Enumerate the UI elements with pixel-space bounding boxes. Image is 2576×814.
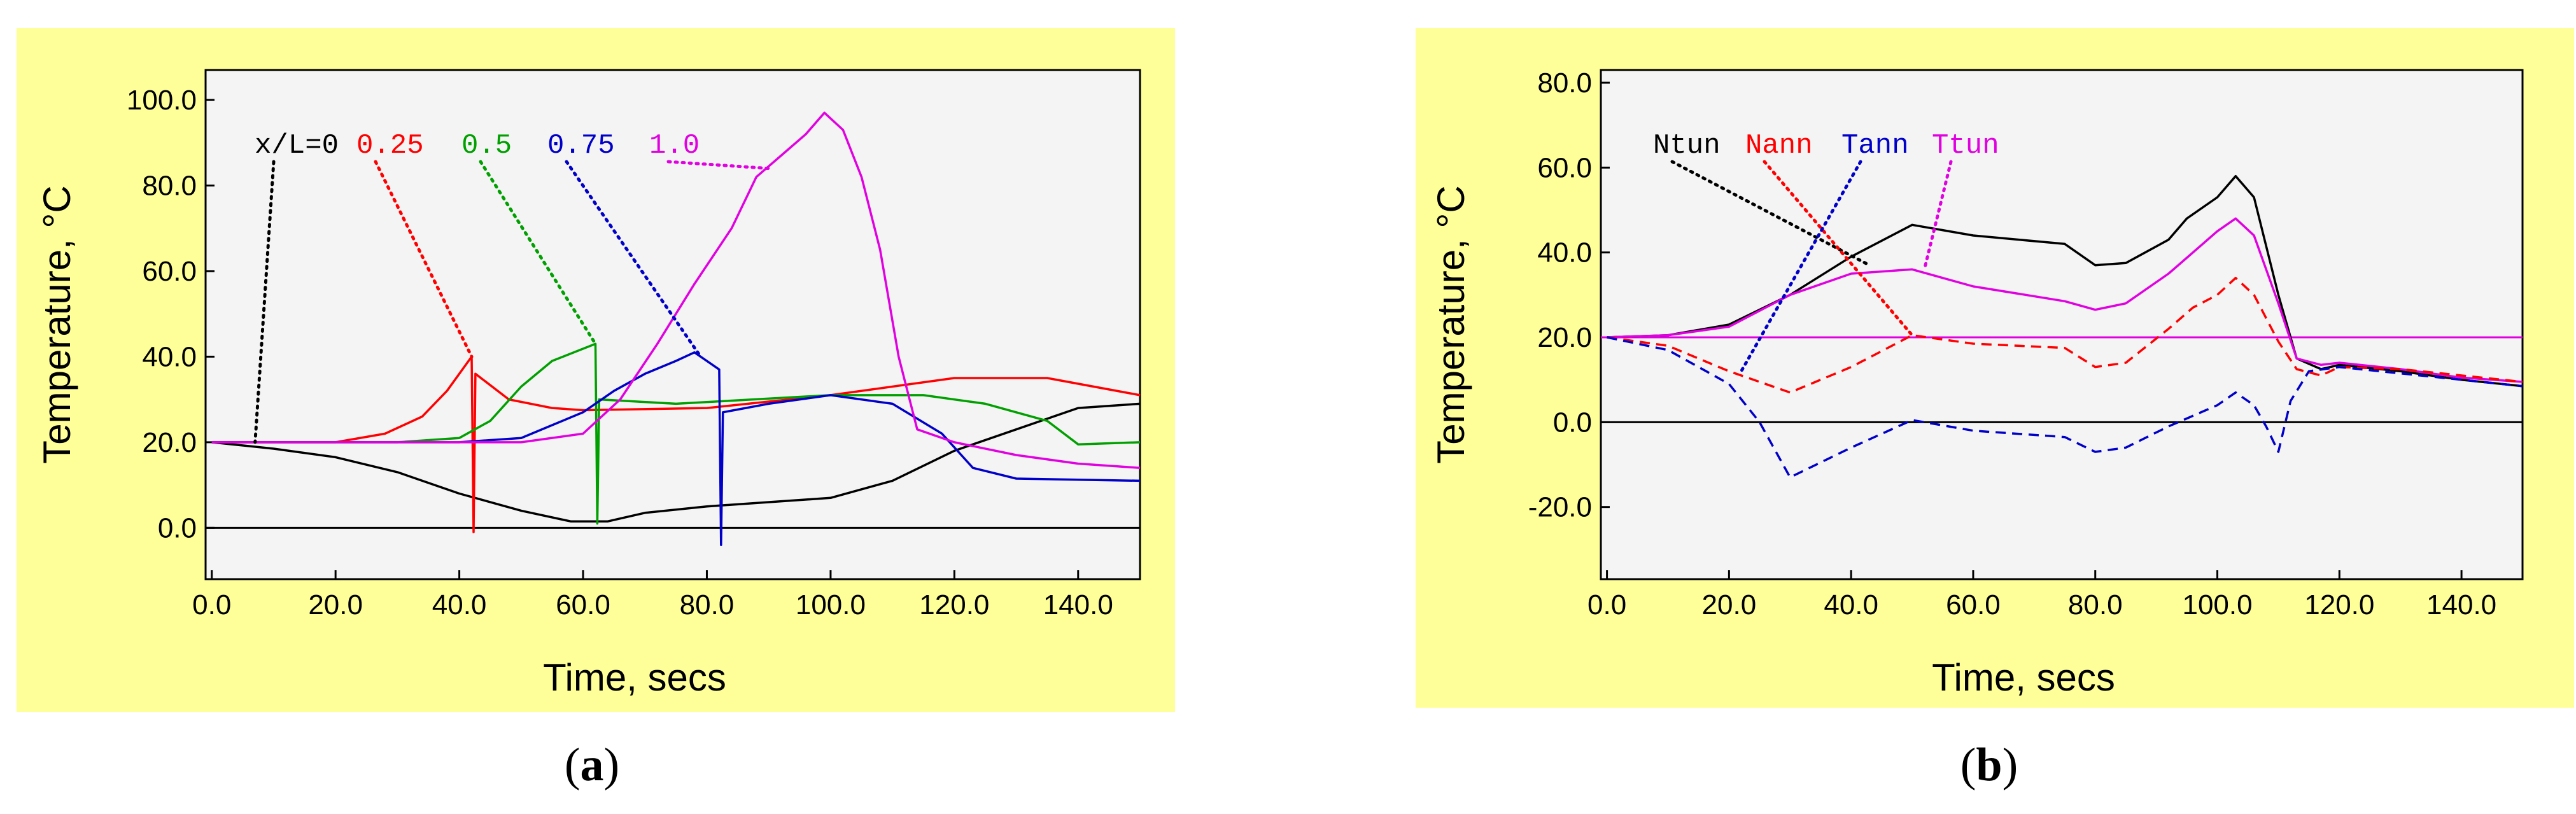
legend-label: 0.25 <box>356 130 424 162</box>
x-tick-label: 0.0 <box>1587 589 1626 621</box>
y-tick-label: 80.0 <box>1537 67 1592 99</box>
chart-a: 0.0 20.0 40.0 60.0 80.0 100.0 0.0 20.0 40.0 60.0 8… <box>36 69 1141 699</box>
legend-label: x/L=0 <box>255 130 339 162</box>
series-line-x-l-0 <box>211 402 1141 523</box>
plot-area-a <box>204 69 1141 580</box>
legend-pointer-line <box>253 160 276 444</box>
legend-pointer-line <box>1763 160 1914 337</box>
caption-b: (b) <box>1960 739 2018 791</box>
x-tick-label: 60.0 <box>556 589 610 621</box>
legend-pointer-line <box>1922 160 1953 271</box>
caption-a: (a) <box>564 739 620 791</box>
x-tick-label: 100.0 <box>796 589 866 621</box>
x-tick-label: 120.0 <box>919 589 989 621</box>
x-tick-label: 20.0 <box>1702 589 1757 621</box>
legend-label: 0.75 <box>547 130 615 162</box>
caption-a-letter: a <box>580 739 604 791</box>
y-tick-label: 20.0 <box>1537 322 1592 353</box>
legend-label: 0.5 <box>461 130 512 162</box>
x-tick-label: 140.0 <box>2426 589 2496 621</box>
legend-label: Tann <box>1841 130 1909 162</box>
caption-b-letter: b <box>1976 739 2002 791</box>
legend-pointer-line <box>565 160 703 358</box>
plot-area-b <box>1600 69 2524 580</box>
legend-label: Ttun <box>1932 130 1999 162</box>
x-axis-label: Time, secs <box>543 656 726 699</box>
x-axis-label: Time, secs <box>1932 656 2115 699</box>
series-line-0-5 <box>211 342 1141 525</box>
y-tick-label: 20.0 <box>142 427 197 458</box>
series-line-nann <box>1607 276 2523 394</box>
x-tick-label: 140.0 <box>1043 589 1113 621</box>
x-tick-label: 40.0 <box>432 589 487 621</box>
legend-label: 1.0 <box>649 130 700 162</box>
y-tick-label: -20.0 <box>1528 492 1592 523</box>
y-tick-label: 60.0 <box>1537 152 1592 183</box>
x-tick-label: 0.0 <box>192 589 231 621</box>
x-tick-label: 100.0 <box>2182 589 2252 621</box>
legend-pointer-line <box>1670 160 1871 267</box>
x-tick-label: 40.0 <box>1824 589 1878 621</box>
legend-label: Ntun <box>1653 130 1721 162</box>
series-line-tann <box>1607 336 2523 479</box>
x-tick-label: 20.0 <box>308 589 363 621</box>
y-tick-label: 0.0 <box>1553 407 1592 438</box>
y-tick-label: 0.0 <box>158 512 197 544</box>
x-tick-label: 60.0 <box>1946 589 2001 621</box>
y-axis-label: Temperature, °C <box>36 185 78 464</box>
y-tick-label: 40.0 <box>1537 237 1592 269</box>
x-tick-label: 80.0 <box>680 589 735 621</box>
chart-b: -20.0 0.0 20.0 40.0 60.0 80.0 0.0 20.0 40.0 60.0 8… <box>1430 67 2524 699</box>
legend-pointer-line <box>666 160 771 171</box>
legend-pointer-line <box>479 160 597 346</box>
x-tick-label: 80.0 <box>2068 589 2123 621</box>
legend-pointer-line <box>374 160 474 358</box>
x-tick-label: 120.0 <box>2304 589 2374 621</box>
legend-pointer-line <box>1740 160 1862 373</box>
series-line-ntun <box>1607 174 2523 388</box>
y-axis-label: Temperature, °C <box>1430 185 1472 464</box>
legend-label: Nann <box>1745 130 1813 162</box>
y-tick-label: 40.0 <box>142 341 197 372</box>
series-line-0-25 <box>211 355 1141 533</box>
series-line-1-0 <box>211 111 1141 469</box>
y-tick-label: 60.0 <box>142 256 197 287</box>
series-line-0-75 <box>211 351 1141 546</box>
series-line-ttun <box>1607 217 2523 383</box>
y-tick-label: 80.0 <box>142 171 197 202</box>
y-tick-label: 100.0 <box>127 85 197 116</box>
